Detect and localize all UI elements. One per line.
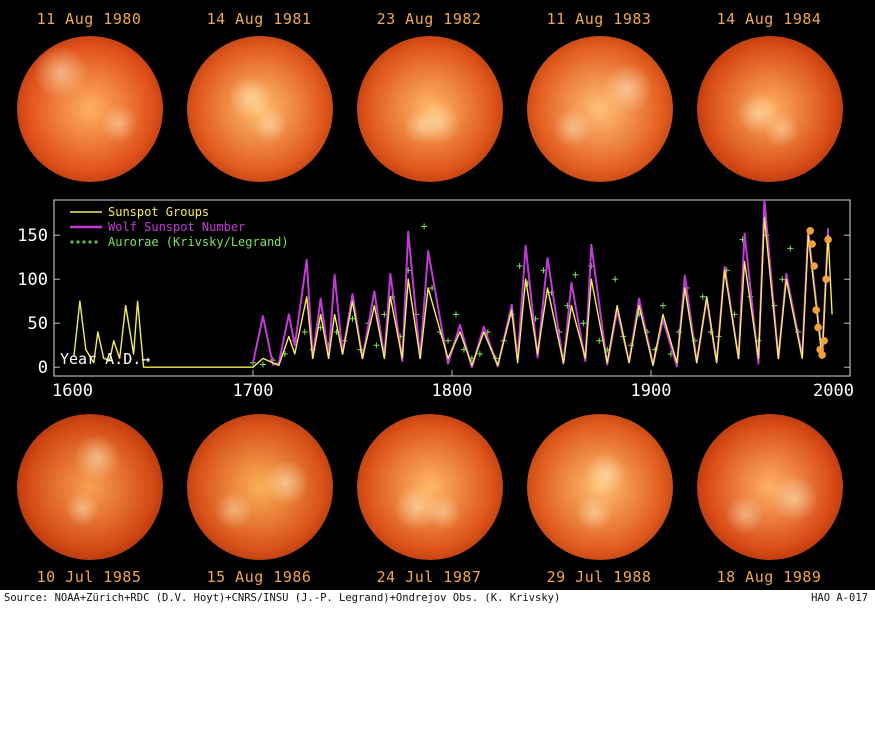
solar-disc-image [17,414,163,560]
aurora-point [259,361,266,368]
solar-image-date: 18 Aug 1989 [716,568,822,586]
aurora-point [572,271,579,278]
legend-swatch [82,240,86,244]
aurora-point [659,302,666,309]
solar-image-cell: 18 Aug 1989 [688,414,850,750]
solar-disc-image [527,414,673,560]
solar-image-cell: 10 Jul 1985 [8,414,170,750]
legend-swatch [70,240,74,244]
y-tick-label: 50 [28,314,48,334]
source-credit: Source: NOAA+Zürich+RDC (D.V. Hoyt)+CNRS… [4,592,561,604]
y-tick-label: 100 [17,270,48,290]
solar-image-date: 29 Jul 1988 [546,568,652,586]
solar-image-cell: 11 Aug 1983 [518,0,680,182]
solar-image-cell: 14 Aug 1984 [688,0,850,182]
highlight-point [812,306,820,314]
solar-image-date: 10 Jul 1985 [36,568,142,586]
legend-label: Aurorae (Krivsky/Legrand) [108,235,289,249]
solar-disc-image [17,36,163,182]
y-tick-label: 150 [17,226,48,246]
x-tick-label: 1700 [233,381,274,401]
legend-label: Wolf Sunspot Number [108,220,245,234]
solar-image-date: 11 Aug 1980 [36,10,142,28]
solar-image-cell: 24 Jul 1987 [348,414,510,750]
highlight-point [814,323,822,332]
legend-label: Sunspot Groups [108,205,209,219]
sunspot-chart: 0 50 100 150 1600 1700 1800 1900 2000 Sunspot G… [17,199,854,401]
highlight-point [818,351,826,359]
solar-disc-image [357,36,503,182]
legend-swatch [88,240,92,244]
x-tick-label: 1600 [52,381,93,401]
aurora-point [699,293,706,300]
aurora-point [301,329,308,335]
highlight-point [806,227,814,235]
solar-image-date: 11 Aug 1983 [546,10,652,28]
solar-image-cell: 11 Aug 1980 [8,0,170,182]
y-tick-label: 0 [38,358,48,378]
aurora-point [779,276,786,283]
solar-image-cell: 23 Aug 1982 [348,0,510,182]
poster-background: 11 Aug 1980 14 Aug 1981 23 Aug 1982 11 Aug … [0,0,875,604]
legend-swatch [76,240,80,244]
solar-image-date: 14 Aug 1984 [716,10,822,28]
x-tick-label: 2000 [813,381,854,401]
aurora-point [349,315,356,322]
sunspot-groups-line [73,216,833,368]
legend-swatch [94,240,98,244]
aurora-point [580,320,587,327]
solar-image-date: 23 Aug 1982 [376,10,482,28]
aurora-point [476,351,483,357]
highlight-point [820,337,828,345]
solar-image-date: 24 Jul 1987 [376,568,482,586]
aurora-point [596,337,603,344]
figure-code: HAO A-017 [811,592,868,604]
solar-image-cell: 14 Aug 1981 [178,0,340,182]
highlight-point [810,262,818,270]
aurora-point [373,342,380,349]
aurora-point [516,263,523,269]
solar-image-cell: 15 Aug 1986 [178,414,340,750]
highlight-point [808,240,816,248]
aurora-point [612,276,619,283]
x-axis-annotation: Year A.D.→ [60,350,150,368]
solar-image-cell: 29 Jul 1988 [518,414,680,750]
x-tick-label: 1800 [432,381,473,401]
aurora-point [381,311,388,318]
aurora-point [445,337,452,344]
aurora-point [421,223,428,230]
solar-disc-image [527,36,673,182]
highlight-point [822,275,830,283]
solar-image-date: 15 Aug 1986 [206,568,312,586]
solar-image-date: 14 Aug 1981 [206,10,312,28]
credits-footer: Source: NOAA+Zürich+RDC (D.V. Hoyt)+CNRS… [4,592,874,606]
solar-disc-image [697,414,843,560]
highlight-point [824,235,832,244]
solar-disc-image [187,36,333,182]
solar-disc-image [697,36,843,182]
x-tick-label: 1900 [631,381,672,401]
solar-disc-image [357,414,503,560]
aurora-point [787,245,794,252]
solar-disc-image [187,414,333,560]
aurora-point [452,311,459,318]
